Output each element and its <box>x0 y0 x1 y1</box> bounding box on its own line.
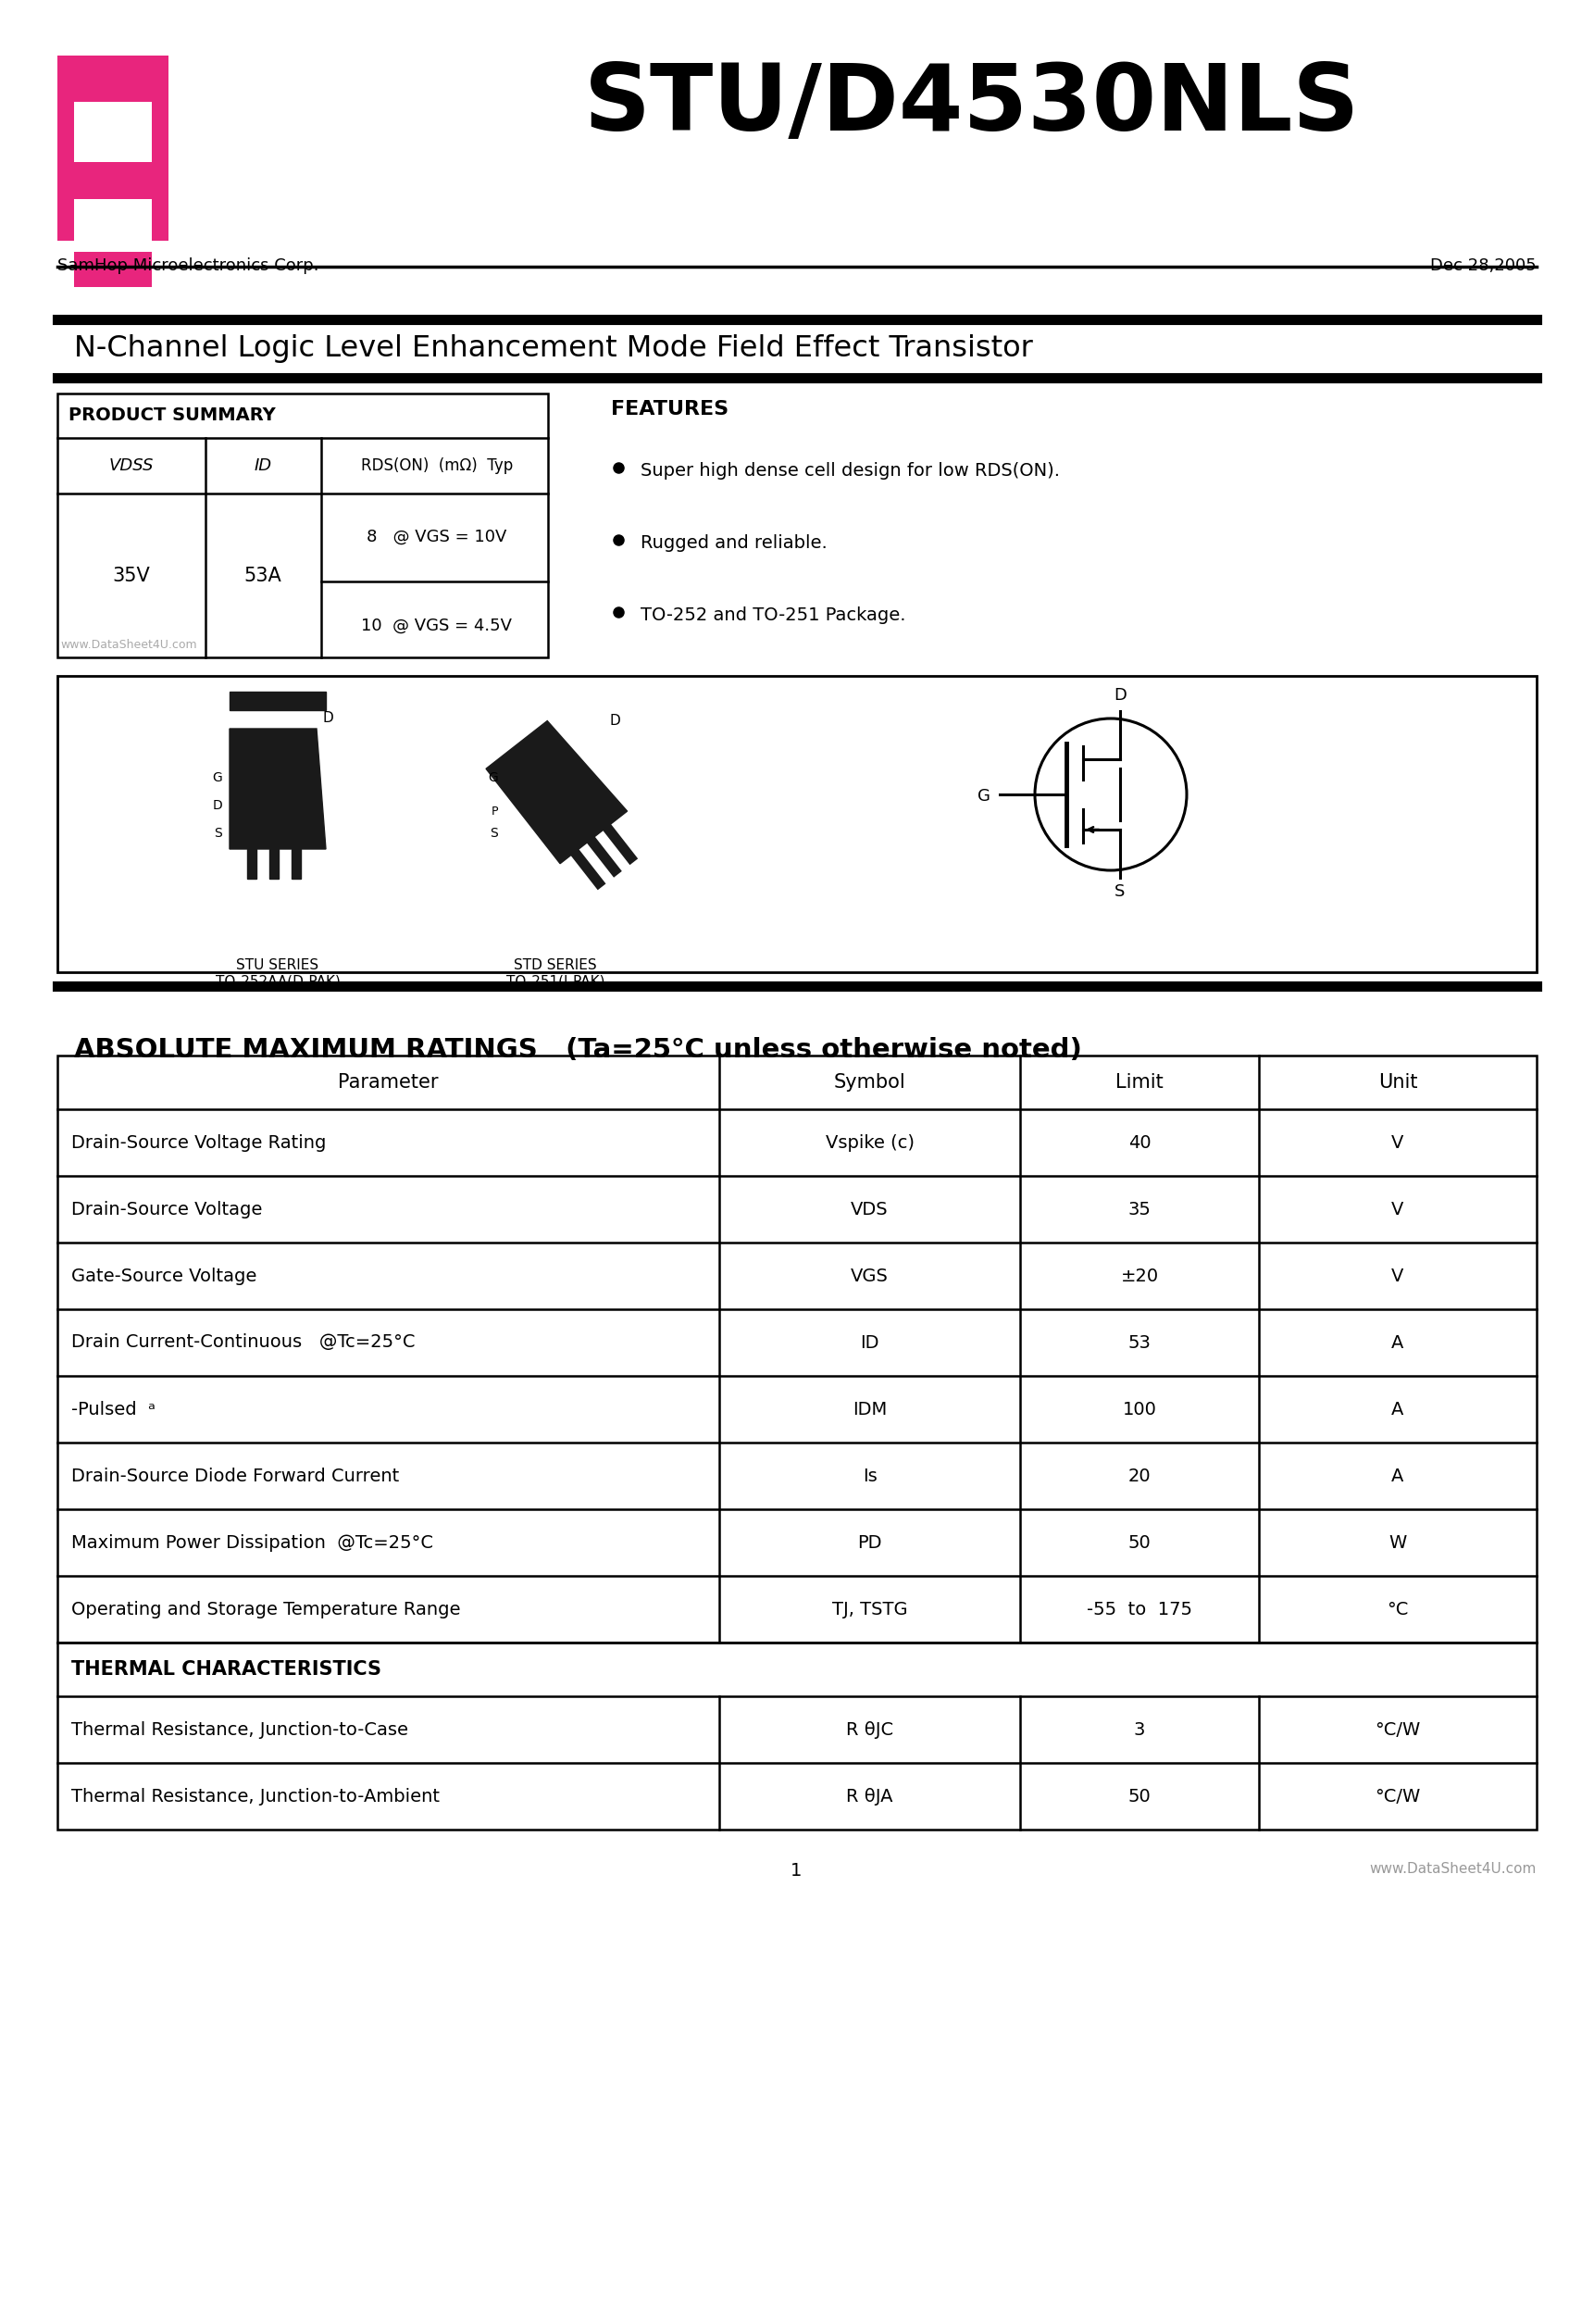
Text: SamHop Microelectronics Corp.: SamHop Microelectronics Corp. <box>57 258 319 274</box>
Polygon shape <box>486 720 626 865</box>
Text: ±20: ±20 <box>1121 1267 1159 1285</box>
Text: Symbol: Symbol <box>834 1074 905 1092</box>
Text: www.DataSheet4U.com: www.DataSheet4U.com <box>1369 1862 1537 1875</box>
Text: 10  @ VGS = 4.5V: 10 @ VGS = 4.5V <box>362 618 512 634</box>
Text: G: G <box>977 788 990 804</box>
Bar <box>292 848 301 878</box>
Text: A: A <box>1392 1334 1404 1350</box>
Text: V: V <box>1392 1267 1404 1285</box>
Text: G: G <box>212 772 222 783</box>
Text: Drain-Source Diode Forward Current: Drain-Source Diode Forward Current <box>72 1466 399 1485</box>
Text: PD: PD <box>858 1534 881 1552</box>
Text: VGS: VGS <box>851 1267 888 1285</box>
Text: D: D <box>1114 688 1127 704</box>
Bar <box>57 1643 1537 1829</box>
Text: ID: ID <box>253 458 271 474</box>
Text: N-Channel Logic Level Enhancement Mode Field Effect Transistor: N-Channel Logic Level Enhancement Mode F… <box>73 335 1033 363</box>
Bar <box>73 200 151 242</box>
Text: Limit: Limit <box>1116 1074 1164 1092</box>
Text: STU/D4530NLS: STU/D4530NLS <box>583 60 1360 151</box>
Text: THERMAL CHARACTERISTICS: THERMAL CHARACTERISTICS <box>72 1659 381 1678</box>
Text: 3: 3 <box>1133 1720 1144 1738</box>
Text: V: V <box>1392 1134 1404 1150</box>
Text: Drain-Source Voltage Rating: Drain-Source Voltage Rating <box>72 1134 327 1150</box>
Text: 50: 50 <box>1129 1534 1151 1552</box>
Text: www.DataSheet4U.com: www.DataSheet4U.com <box>61 639 196 651</box>
Text: VDSS: VDSS <box>108 458 155 474</box>
Text: P: P <box>491 804 497 818</box>
Text: W: W <box>1388 1534 1406 1552</box>
Text: D: D <box>212 799 222 811</box>
Polygon shape <box>230 730 325 848</box>
Bar <box>57 1055 1537 1643</box>
Text: Thermal Resistance, Junction-to-Case: Thermal Resistance, Junction-to-Case <box>72 1720 408 1738</box>
Text: °C/W: °C/W <box>1376 1787 1420 1806</box>
Text: Is: Is <box>862 1466 877 1485</box>
Text: G: G <box>488 772 497 783</box>
Bar <box>247 848 257 878</box>
Text: 53A: 53A <box>244 567 282 586</box>
Text: 50: 50 <box>1129 1787 1151 1806</box>
Text: Dec 28,2005: Dec 28,2005 <box>1430 258 1537 274</box>
Text: A: A <box>1392 1401 1404 1418</box>
Text: 20: 20 <box>1129 1466 1151 1485</box>
Text: IDM: IDM <box>853 1401 886 1418</box>
Text: 40: 40 <box>1129 1134 1151 1150</box>
Text: R θJA: R θJA <box>846 1787 893 1806</box>
Text: 1: 1 <box>791 1862 802 1880</box>
Text: 8   @ VGS = 10V: 8 @ VGS = 10V <box>367 528 507 546</box>
Text: °C: °C <box>1387 1601 1409 1618</box>
Text: FEATURES: FEATURES <box>611 400 728 418</box>
Text: RDS(ON)  (mΩ)  Typ: RDS(ON) (mΩ) Typ <box>360 458 513 474</box>
Text: D: D <box>322 711 333 725</box>
Text: Unit: Unit <box>1379 1074 1417 1092</box>
Text: VDS: VDS <box>851 1202 888 1218</box>
Text: STD SERIES
TO-251(I-PAK): STD SERIES TO-251(I-PAK) <box>507 957 604 988</box>
Text: V: V <box>1392 1202 1404 1218</box>
Text: °C/W: °C/W <box>1376 1720 1420 1738</box>
Text: R θJC: R θJC <box>846 1720 893 1738</box>
Bar <box>57 393 548 658</box>
Text: Super high dense cell design for low RDS(ON).: Super high dense cell design for low RDS… <box>641 462 1060 479</box>
Text: TJ, TSTG: TJ, TSTG <box>832 1601 907 1618</box>
Text: -Pulsed  ᵃ: -Pulsed ᵃ <box>72 1401 155 1418</box>
Text: S: S <box>214 827 222 839</box>
Text: 35V: 35V <box>113 567 150 586</box>
Text: STU SERIES
TO-252AA(D-PAK): STU SERIES TO-252AA(D-PAK) <box>215 957 340 988</box>
Bar <box>73 251 151 288</box>
Text: Vspike (c): Vspike (c) <box>826 1134 913 1150</box>
Text: Drain-Source Voltage: Drain-Source Voltage <box>72 1202 263 1218</box>
Text: A: A <box>1392 1466 1404 1485</box>
Bar <box>230 693 325 711</box>
Bar <box>269 848 279 878</box>
Text: Thermal Resistance, Junction-to-Ambient: Thermal Resistance, Junction-to-Ambient <box>72 1787 440 1806</box>
Bar <box>73 102 151 163</box>
Text: Operating and Storage Temperature Range: Operating and Storage Temperature Range <box>72 1601 461 1618</box>
Text: Maximum Power Dissipation  @Tc=25°C: Maximum Power Dissipation @Tc=25°C <box>72 1534 434 1552</box>
Text: Rugged and reliable.: Rugged and reliable. <box>641 535 827 551</box>
Text: Parameter: Parameter <box>338 1074 438 1092</box>
Text: S: S <box>489 827 497 839</box>
Text: TO-252 and TO-251 Package.: TO-252 and TO-251 Package. <box>641 607 905 625</box>
Text: D: D <box>609 713 620 727</box>
Text: ABSOLUTE MAXIMUM RATINGS   (Ta=25°C unless otherwise noted): ABSOLUTE MAXIMUM RATINGS (Ta=25°C unless… <box>73 1037 1082 1062</box>
Text: Drain Current-Continuous   @Tc=25°C: Drain Current-Continuous @Tc=25°C <box>72 1334 414 1350</box>
Bar <box>57 676 1537 971</box>
Text: Gate-Source Voltage: Gate-Source Voltage <box>72 1267 257 1285</box>
Text: 35: 35 <box>1129 1202 1151 1218</box>
Text: 53: 53 <box>1129 1334 1151 1350</box>
Text: PRODUCT SUMMARY: PRODUCT SUMMARY <box>69 407 276 425</box>
Text: ID: ID <box>861 1334 880 1350</box>
Bar <box>57 56 169 242</box>
Text: S: S <box>1114 883 1125 899</box>
Text: -55  to  175: -55 to 175 <box>1087 1601 1192 1618</box>
Text: 100: 100 <box>1122 1401 1157 1418</box>
